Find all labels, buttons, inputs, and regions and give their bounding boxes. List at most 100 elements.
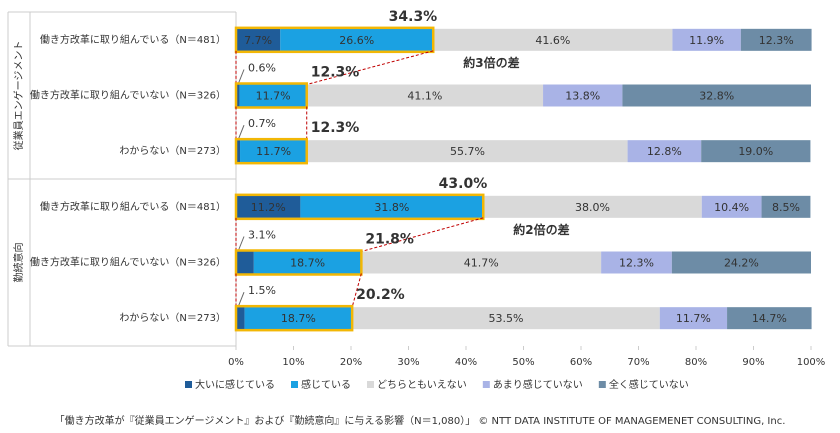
bar-segment: [701, 195, 762, 218]
legend-label: 大いに感じている: [195, 378, 275, 391]
annotation: 約2倍の差: [513, 222, 569, 237]
total-box: [234, 193, 485, 221]
category-label: 働き方改革に取り組んでいる（N＝481）: [40, 33, 226, 46]
bar-segment: [236, 28, 281, 51]
bar-segment: [622, 84, 811, 107]
group-label: 勤続意向: [12, 243, 25, 283]
value-label: 38.0%: [575, 201, 610, 214]
value-label: 24.2%: [724, 257, 759, 270]
callout-line: [237, 69, 245, 85]
x-tick-label: 80%: [685, 357, 707, 368]
total-label: 34.3%: [389, 9, 438, 25]
bar-segment: [236, 84, 240, 107]
value-label: 1.5%: [248, 284, 276, 297]
x-tick-label: 100%: [797, 357, 826, 368]
bar-segment: [307, 140, 628, 163]
bar-segment: [727, 307, 812, 330]
bar-segment: [659, 307, 728, 330]
legend-swatch: [482, 381, 490, 388]
value-label: 41.1%: [407, 90, 442, 103]
bar-segment: [483, 195, 702, 218]
x-tick-label: 60%: [570, 357, 592, 368]
bar-segment: [601, 251, 672, 274]
legend-swatch: [291, 381, 298, 388]
legend-swatch: [598, 381, 606, 388]
value-label: 12.3%: [759, 34, 794, 47]
bar-segment: [253, 251, 362, 274]
value-label: 14.7%: [752, 312, 787, 325]
value-label: 11.7%: [256, 90, 291, 103]
category-label: 働き方改革に取り組んでいない（N＝326）: [30, 89, 226, 102]
total-box: [234, 304, 354, 332]
value-label: 55.7%: [450, 145, 485, 158]
category-label: わからない（N＝273）: [119, 312, 226, 324]
bar-segment: [236, 140, 241, 163]
bar-segment: [627, 140, 702, 163]
bar-segment: [761, 195, 811, 218]
bar-segment: [280, 28, 434, 51]
value-label: 3.1%: [248, 229, 276, 242]
value-label: 10.4%: [714, 201, 749, 214]
value-label: 0.6%: [248, 62, 276, 75]
value-label: 13.8%: [565, 90, 600, 103]
value-label: 26.6%: [339, 34, 374, 47]
bar-segment: [361, 251, 602, 274]
total-box: [234, 82, 308, 109]
legend-label: どちらともいえない: [377, 379, 467, 391]
bar-segment: [433, 28, 673, 51]
x-tick-label: 70%: [627, 357, 649, 368]
legend-swatch: [185, 381, 192, 388]
total-box: [234, 26, 435, 54]
x-tick-label: 0%: [228, 357, 244, 368]
value-label: 12.8%: [647, 145, 682, 158]
value-label: 18.7%: [281, 312, 316, 325]
callout-line: [237, 124, 245, 141]
value-label: 53.5%: [488, 312, 523, 325]
bar-segment: [352, 307, 660, 330]
value-label: 11.7%: [676, 312, 711, 325]
legend-label: 感じている: [301, 378, 351, 391]
total-label: 12.3%: [311, 65, 360, 81]
total-label: 43.0%: [439, 176, 488, 192]
bar-segment: [240, 140, 308, 163]
value-label: 19.0%: [738, 145, 773, 158]
value-label: 7.7%: [244, 34, 272, 47]
x-tick-label: 40%: [455, 357, 477, 368]
connector: [351, 273, 362, 308]
legend-swatch: [367, 381, 374, 388]
total-label: 20.2%: [356, 287, 405, 303]
bar-segment: [300, 195, 484, 218]
value-label: 31.8%: [374, 201, 409, 214]
bar-segment: [740, 28, 812, 51]
value-label: 18.7%: [290, 257, 325, 270]
annotation: 約3倍の差: [463, 55, 519, 70]
legend-label: 全く感じていない: [609, 378, 689, 391]
bar-segment: [306, 84, 544, 107]
value-label: 41.7%: [464, 257, 499, 270]
x-tick-label: 30%: [397, 357, 419, 368]
category-label: わからない（N＝273）: [119, 145, 226, 157]
x-tick-label: 50%: [512, 357, 534, 368]
bar-segment: [543, 84, 623, 107]
value-label: 0.7%: [248, 117, 276, 130]
bar-segment: [236, 195, 301, 218]
category-label: 働き方改革に取り組んでいる（N＝481）: [40, 200, 226, 213]
bar-segment: [236, 251, 254, 274]
bar-segment: [244, 307, 353, 330]
total-box: [234, 137, 308, 165]
caption: 「働き方改革が『従業員エンゲージメント』および『勤続意向』に与える影響（N＝1,…: [55, 414, 786, 427]
total-label: 21.8%: [365, 232, 414, 248]
value-label: 12.3%: [619, 257, 654, 270]
value-label: 8.5%: [772, 201, 800, 214]
x-tick-label: 20%: [340, 357, 362, 368]
value-label: 41.6%: [535, 34, 570, 47]
bar-segment: [701, 140, 811, 163]
callout-line: [237, 236, 245, 252]
bar-segment: [672, 28, 741, 51]
legend-label: あまり感じていない: [493, 378, 583, 391]
callout-line: [237, 291, 245, 308]
value-label: 11.2%: [251, 201, 286, 214]
bar-segment: [239, 84, 307, 107]
value-label: 11.7%: [256, 145, 291, 158]
